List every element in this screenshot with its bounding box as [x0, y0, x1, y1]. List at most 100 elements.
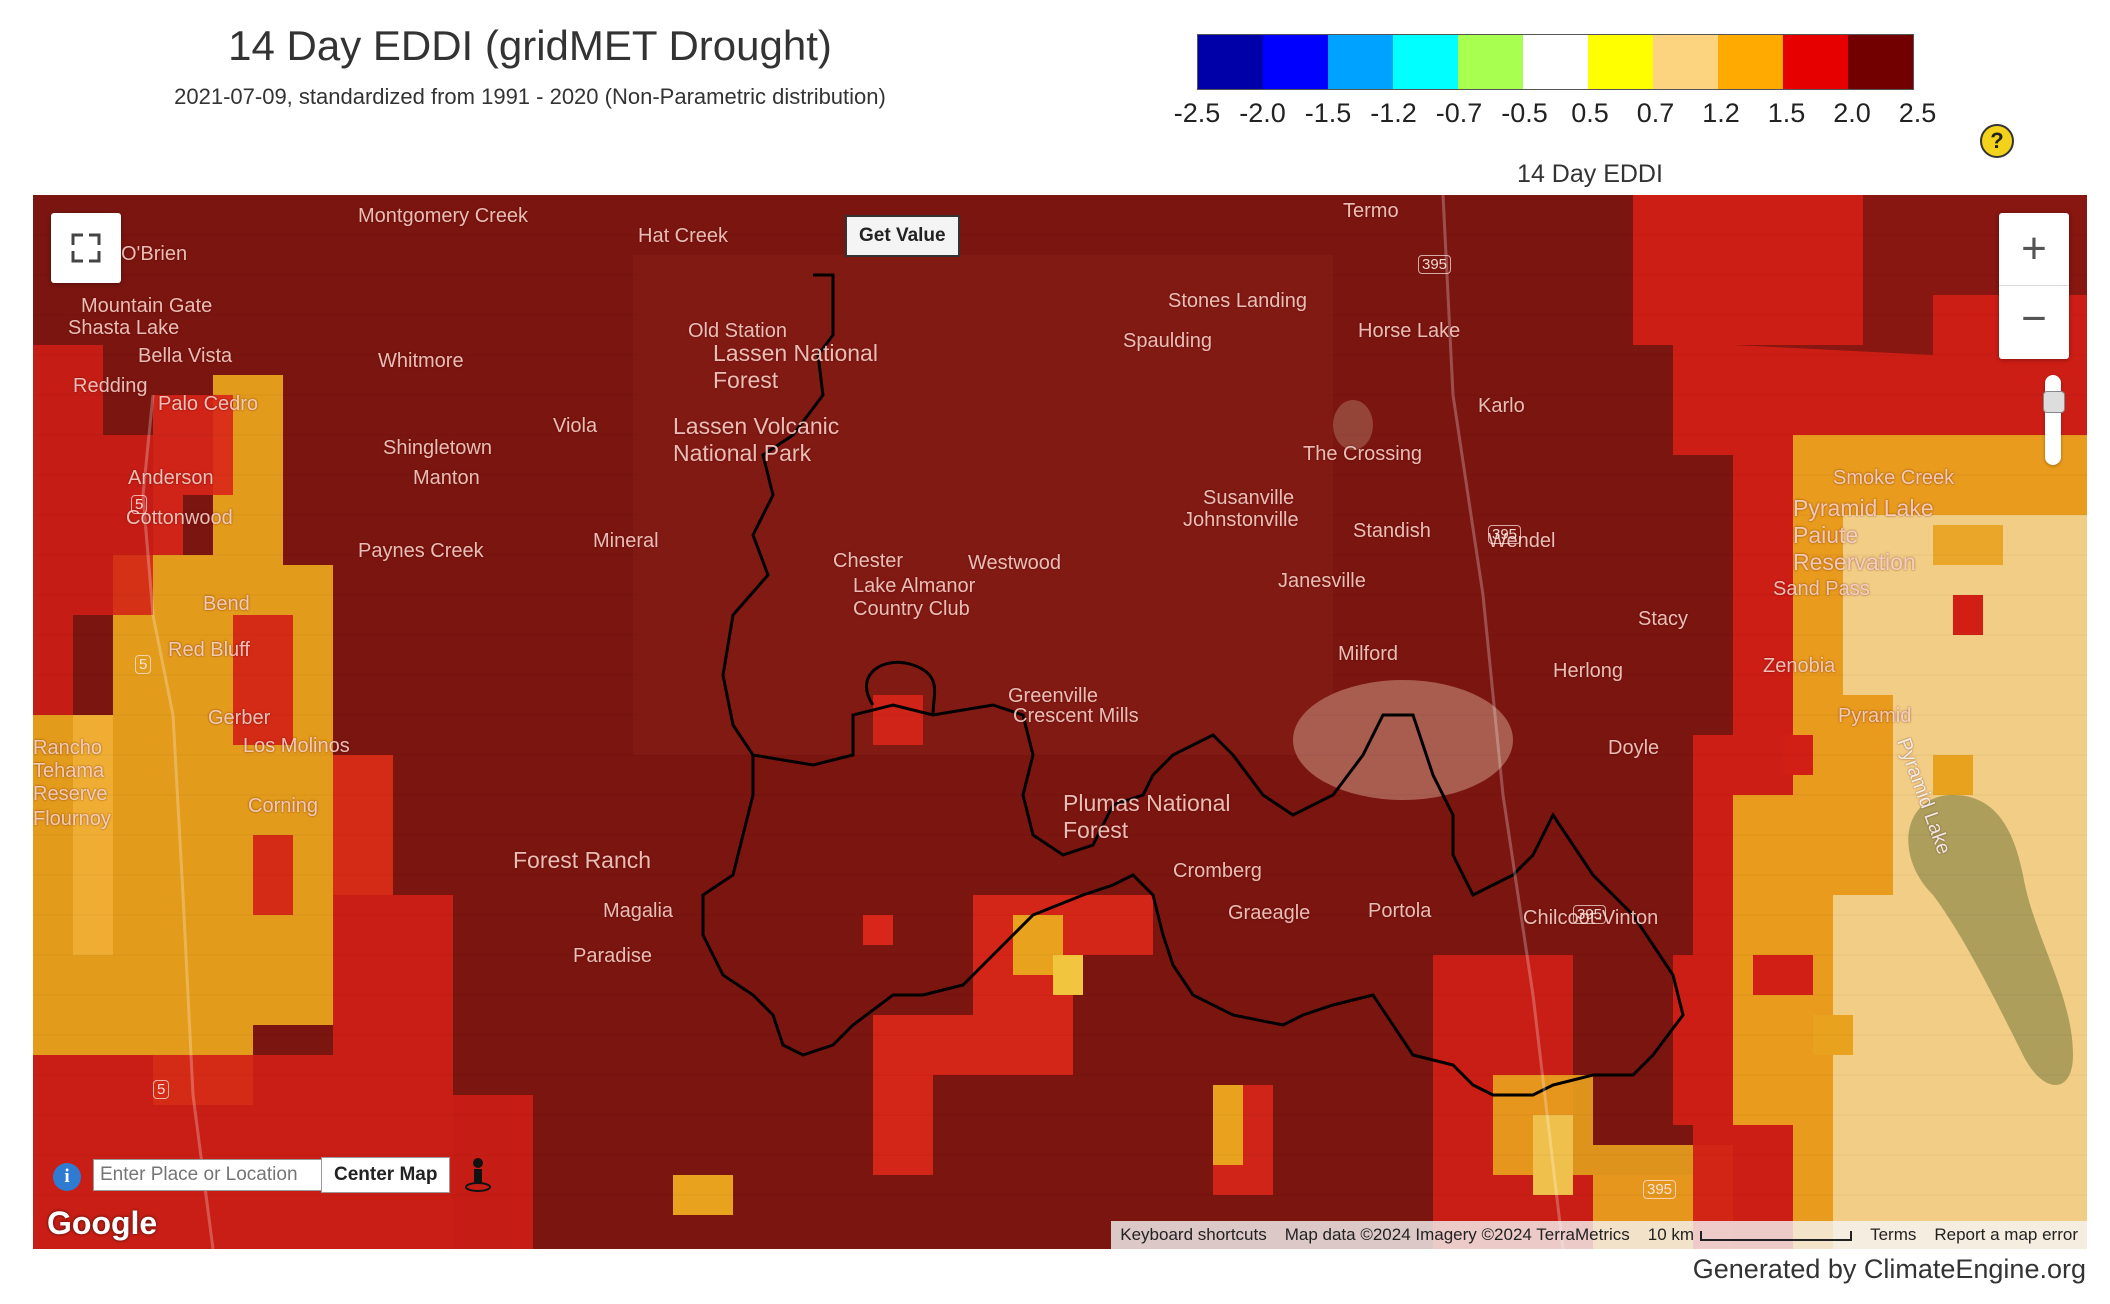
report-map-error-link[interactable]: Report a map error — [1934, 1225, 2078, 1244]
place-label: Stones Landing — [1168, 290, 1308, 312]
lake-almanor-outline — [865, 660, 937, 716]
legend-tick-label: -0.7 — [1435, 98, 1483, 128]
place-label: Viola — [553, 415, 598, 437]
highway-shield: 395 — [1488, 525, 1522, 544]
scale-bar: 10 km — [1639, 1225, 1861, 1245]
place-label: Herlong — [1553, 660, 1624, 682]
place-label: Manton — [413, 467, 480, 489]
info-icon[interactable]: i — [53, 1163, 81, 1191]
place-label: Lassen Volcanic National Park — [673, 413, 840, 466]
legend-tick-label: 1.2 — [1702, 98, 1740, 128]
zoom-slider-handle[interactable] — [2043, 391, 2065, 413]
pegman-icon[interactable] — [463, 1155, 493, 1195]
place-label: Chester — [833, 550, 904, 572]
place-label: Lassen National Forest — [713, 340, 878, 393]
legend-tick-label: 0.7 — [1636, 98, 1675, 128]
map-data-attribution: Map data ©2024 Imagery ©2024 TerraMetric… — [1284, 1225, 1630, 1244]
chart-title: 14 Day EDDI (gridMET Drought) — [228, 22, 832, 69]
highway-shield: 395 — [1418, 255, 1452, 274]
place-label: Johnstonville — [1183, 509, 1299, 531]
chart-subtitle: 2021-07-09, standardized from 1991 - 202… — [174, 84, 886, 109]
place-label: Rancho Tehama Reserve — [33, 737, 108, 805]
map-attribution-bar: Keyboard shortcuts Map data ©2024 Imager… — [1111, 1221, 2087, 1249]
legend-tick-label: 1.5 — [1767, 98, 1806, 128]
place-label: Forest Ranch — [513, 847, 652, 873]
place-label: Corning — [248, 795, 319, 817]
place-label: Spaulding — [1123, 330, 1212, 352]
legend-swatch — [1393, 35, 1458, 89]
legend-tick-label: -2.5 — [1173, 98, 1221, 128]
place-label: Crescent Mills — [1013, 705, 1139, 727]
location-search-input[interactable] — [93, 1159, 325, 1191]
get-value-button[interactable]: Get Value — [845, 215, 960, 257]
fullscreen-icon — [71, 233, 101, 263]
place-label: Milford — [1338, 643, 1399, 665]
place-label: Doyle — [1608, 737, 1660, 759]
place-label: Termo — [1343, 200, 1399, 222]
footer-credit: Generated by ClimateEngine.org — [1692, 1254, 2086, 1284]
place-label: Montgomery Creek — [358, 205, 529, 227]
place-label: Cromberg — [1173, 860, 1262, 882]
legend-title: 14 Day EDDI — [1517, 160, 1663, 188]
zoom-slider[interactable] — [2043, 375, 2065, 465]
place-label: Zenobia — [1763, 655, 1836, 677]
place-label: The Crossing — [1303, 443, 1422, 465]
place-label: Horse Lake — [1358, 320, 1461, 342]
legend-tick-label: -1.2 — [1370, 98, 1417, 128]
place-label: Magalia — [603, 900, 674, 922]
place-label: Susanville — [1203, 487, 1295, 509]
place-label: Shasta Lake — [68, 317, 180, 339]
highway-shield: 5 — [135, 655, 152, 674]
center-map-button[interactable]: Center Map — [321, 1157, 451, 1193]
terms-link[interactable]: Terms — [1870, 1225, 1917, 1244]
place-label: Whitmore — [378, 350, 464, 372]
legend-tick-label: 2.5 — [1898, 98, 1937, 128]
highway-shield: 5 — [131, 495, 148, 514]
place-label: Anderson — [128, 467, 214, 489]
place-label: Mountain Gate — [81, 295, 213, 317]
place-label: Red Bluff — [168, 639, 250, 661]
legend-ticks: -2.5 -2.0 -1.5 -1.2 -0.7 -0.5 0.5 0.7 1.2 1.5 2.0 2… — [1174, 98, 1997, 128]
help-icon[interactable]: ? — [1980, 124, 2014, 158]
legend-tick-label: -0.5 — [1501, 98, 1548, 128]
legend-tick-label: 2.0 — [1833, 98, 1871, 128]
place-label: Los Molinos — [243, 735, 350, 757]
legend-swatch — [1848, 35, 1913, 89]
place-label: Paradise — [573, 945, 652, 967]
eddi-raster-layer — [33, 195, 2087, 1249]
place-label: Graeagle — [1228, 902, 1311, 924]
legend-swatch — [1263, 35, 1328, 89]
place-label: Pyramid — [1838, 705, 1912, 727]
google-logo: Google — [47, 1205, 158, 1241]
legend-colorbar — [1197, 34, 1914, 90]
place-label: Lake Almanor Country Club — [853, 575, 976, 620]
scale-label: 10 km — [1647, 1225, 1695, 1244]
place-label: Janesville — [1278, 570, 1366, 592]
place-label: Portola — [1368, 900, 1432, 922]
place-label: Bella Vista — [138, 345, 233, 367]
place-label: Shingletown — [383, 437, 492, 459]
keyboard-shortcuts-link[interactable]: Keyboard shortcuts — [1120, 1225, 1267, 1244]
map-canvas[interactable]: Montgomery Creek O'Brien Hat Creek Termo Mou… — [33, 195, 2087, 1249]
legend-swatch — [1328, 35, 1393, 89]
place-label: Karlo — [1478, 395, 1525, 417]
legend-swatch — [1718, 35, 1783, 89]
place-label: Wendel — [1488, 530, 1556, 552]
legend-swatch — [1198, 35, 1263, 89]
place-label: Westwood — [968, 552, 1062, 574]
legend-tick-label: 0.5 — [1571, 98, 1609, 128]
legend-swatch — [1783, 35, 1848, 89]
zoom-out-button[interactable]: − — [2021, 294, 2047, 343]
highway-shield: 395 — [1643, 1180, 1677, 1199]
fullscreen-button[interactable] — [51, 213, 121, 283]
zoom-control: + − — [1999, 213, 2069, 359]
place-label: Paynes Creek — [358, 540, 484, 562]
pyramid-lake-shape — [1908, 795, 2073, 1085]
place-label: Redding — [73, 375, 148, 397]
place-label: Sand Pass — [1773, 578, 1870, 600]
place-label: Pyramid Lake Paiute Reservation — [1793, 495, 1934, 575]
zoom-in-button[interactable]: + — [1999, 213, 2069, 286]
legend-tick-label: -1.5 — [1304, 98, 1352, 128]
place-label: Flournoy — [33, 808, 111, 830]
place-label: Cottonwood — [126, 507, 233, 529]
